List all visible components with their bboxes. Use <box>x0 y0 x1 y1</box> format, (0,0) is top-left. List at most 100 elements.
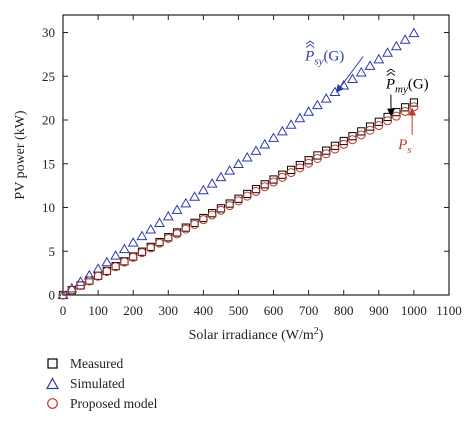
x-tick-label: 1100 <box>436 303 462 318</box>
hat-accent <box>305 43 315 48</box>
measured-point <box>243 189 252 199</box>
proposed-model-point <box>84 276 94 286</box>
proposed-model-point <box>365 125 375 135</box>
legend-label-measured: Measured <box>70 356 124 371</box>
simulated-point <box>154 217 165 227</box>
y-tick-label: 0 <box>49 288 56 303</box>
measured-point <box>409 98 419 107</box>
proposed-model-point <box>102 266 112 276</box>
simulated-point <box>355 66 367 77</box>
proposed-model-point <box>409 102 419 112</box>
proposed-model-point <box>190 219 200 229</box>
hat-accent <box>305 40 315 45</box>
proposed-model-point <box>163 233 173 243</box>
simulated-point <box>347 73 358 83</box>
annotation-label-ps: Ps <box>397 137 411 156</box>
simulated-point <box>276 125 288 136</box>
simulated-point <box>320 93 332 103</box>
simulated-point <box>390 40 402 51</box>
annotation-pmy: Pmy(G) <box>385 68 429 117</box>
simulated-point <box>197 184 209 195</box>
proposed-model-point <box>304 158 314 168</box>
proposed-model-point <box>93 271 103 281</box>
proposed-model-point <box>242 191 252 201</box>
simulated-point <box>399 34 411 44</box>
proposed-model-point <box>330 144 340 154</box>
proposed-model-point <box>137 248 147 258</box>
measured-point <box>225 199 234 208</box>
simulated-point <box>171 204 183 214</box>
measured-point <box>322 146 331 155</box>
simulated-point <box>189 191 201 201</box>
legend-item-proposed-model: Proposed model <box>40 394 157 414</box>
annotation-label-psy: Psy(G) <box>304 49 344 68</box>
series-proposed-model <box>58 102 419 300</box>
measured-point <box>286 165 296 174</box>
simulated-point <box>57 289 69 299</box>
hat-accent <box>386 71 396 76</box>
simulated-point <box>285 119 297 129</box>
simulated-point <box>92 263 104 273</box>
proposed-model-point <box>348 135 357 145</box>
proposed-model-point <box>198 215 208 225</box>
measured-point <box>313 151 322 160</box>
proposed-model-point <box>286 168 296 178</box>
simulated-point <box>303 106 315 116</box>
proposed-model-point <box>400 106 410 116</box>
proposed-model-point <box>67 285 77 295</box>
proposed-model-point <box>155 238 164 248</box>
simulated-point <box>145 223 157 234</box>
y-tick-label: 15 <box>42 156 55 171</box>
y-tick-label: 5 <box>49 244 56 259</box>
annotation-label-pmy: Pmy(G) <box>385 77 429 96</box>
measured-point <box>401 103 410 112</box>
legend: Measured Simulated Proposed model <box>40 354 157 414</box>
proposed-model-point <box>111 262 121 272</box>
triangle-marker-icon <box>40 377 70 391</box>
x-tick-label: 200 <box>123 303 143 318</box>
simulated-point <box>118 243 130 254</box>
proposed-model-point <box>58 290 68 300</box>
proposed-model-point <box>269 177 279 187</box>
simulated-point <box>136 230 148 241</box>
x-tick-label: 800 <box>334 303 354 318</box>
simulated-point <box>127 237 139 247</box>
simulated-point <box>110 250 122 260</box>
proposed-model-point <box>76 281 86 291</box>
simulated-point <box>373 53 385 64</box>
measured-point <box>295 160 304 170</box>
proposed-model-point <box>383 116 393 126</box>
simulated-point <box>329 86 341 97</box>
simulated-point <box>232 158 244 169</box>
annotation-psy: Psy(G) <box>304 40 364 93</box>
proposed-model-point <box>128 252 138 262</box>
measured-point <box>234 194 243 203</box>
x-tick-label: 500 <box>229 303 249 318</box>
proposed-model-point <box>312 154 322 163</box>
square-marker-icon <box>40 357 70 371</box>
measured-point <box>374 117 383 126</box>
y-tick-label: 30 <box>42 25 55 40</box>
legend-label-simulated: Simulated <box>70 376 125 391</box>
measured-point <box>251 185 261 194</box>
proposed-model-point <box>233 196 243 206</box>
simulated-point <box>215 171 227 182</box>
legend-item-measured: Measured <box>40 354 157 374</box>
measured-point <box>339 136 348 146</box>
measured-point <box>365 122 375 131</box>
proposed-model-point <box>225 201 235 211</box>
y-axis-title: PV power (kW) <box>13 110 28 200</box>
simulated-point <box>75 276 87 286</box>
x-tick-label: 600 <box>264 303 284 318</box>
simulated-point <box>294 112 306 123</box>
proposed-model-point <box>356 130 366 140</box>
proposed-model-point <box>374 121 384 131</box>
proposed-model-point <box>277 172 287 182</box>
proposed-model-point <box>181 224 191 234</box>
x-tick-label: 900 <box>369 303 389 318</box>
x-axis-title: Solar irradiance (W/m2) <box>189 326 324 343</box>
proposed-model-point <box>321 149 331 159</box>
proposed-model-point <box>119 257 129 267</box>
proposed-model-point <box>260 182 270 192</box>
